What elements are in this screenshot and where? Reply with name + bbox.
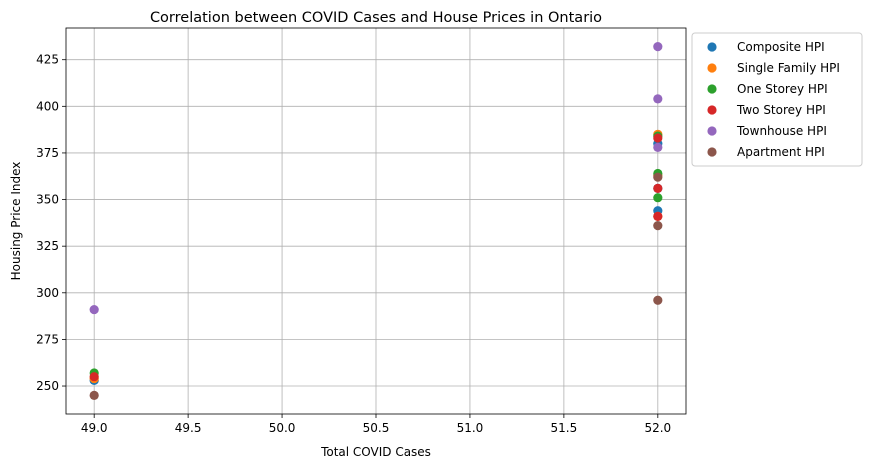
x-axis-title: Total COVID Cases — [320, 445, 431, 459]
legend-marker-composite-hpi — [707, 42, 717, 52]
legend-marker-townhouse-hpi — [707, 126, 717, 136]
chart-title: Correlation between COVID Cases and Hous… — [150, 10, 602, 26]
point-townhouse-hpi — [653, 42, 663, 52]
x-tick-label: 52.0 — [644, 421, 671, 435]
point-two-storey-hpi — [653, 211, 663, 221]
grid-lines — [66, 28, 686, 414]
axis-ticks: 49.0 49.5 50.0 50.5 51.0 51.5 52.0 250 275 300 325… — [36, 53, 671, 435]
point-townhouse-hpi — [89, 304, 99, 315]
legend-marker-one-storey-hpi — [707, 84, 717, 94]
y-tick-label: 275 — [36, 332, 59, 346]
x-tick-label: 51.0 — [457, 421, 484, 435]
x-tick-label: 49.0 — [81, 421, 108, 435]
point-townhouse-hpi — [653, 94, 663, 104]
legend-label-composite-hpi: Composite HPI — [737, 40, 825, 54]
legend-label-townhouse-hpi: Townhouse HPI — [736, 124, 827, 138]
legend-marker-two-storey-hpi — [707, 105, 717, 115]
y-tick-label: 425 — [36, 53, 59, 67]
y-tick-label: 400 — [36, 99, 59, 113]
legend-label-one-storey-hpi: One Storey HPI — [737, 82, 828, 96]
point-apartment-hpi — [89, 390, 99, 400]
point-two-storey-hpi — [653, 133, 663, 143]
point-apartment-hpi — [653, 221, 663, 231]
y-axis-title: Housing Price Index — [9, 162, 23, 281]
legend: Composite HPI Single Family HPI One Storey… — [691, 32, 863, 167]
x-tick-label: 50.0 — [269, 421, 296, 435]
legend-label-apartment-hpi: Apartment HPI — [737, 145, 825, 159]
y-tick-label: 350 — [36, 193, 59, 207]
point-townhouse-hpi — [653, 142, 663, 152]
legend-frame — [691, 32, 863, 167]
point-two-storey-hpi — [653, 183, 663, 193]
point-apartment-hpi — [653, 295, 663, 305]
legend-marker-single-family-hpi — [707, 63, 717, 73]
x-tick-label: 50.5 — [363, 421, 390, 435]
y-tick-label: 325 — [36, 239, 59, 253]
x-tick-label: 49.5 — [175, 421, 202, 435]
point-two-storey-hpi — [89, 372, 99, 382]
x-tick-label: 51.5 — [551, 421, 578, 435]
y-tick-label: 300 — [36, 286, 59, 300]
data-points — [89, 42, 663, 400]
legend-label-single-family-hpi: Single Family HPI — [737, 61, 840, 75]
point-one-storey-hpi — [653, 193, 663, 203]
y-tick-label: 375 — [36, 146, 59, 160]
legend-marker-apartment-hpi — [707, 147, 717, 157]
legend-label-two-storey-hpi: Two Storey HPI — [736, 103, 826, 117]
point-apartment-hpi — [653, 172, 663, 182]
y-tick-label: 250 — [36, 379, 59, 393]
